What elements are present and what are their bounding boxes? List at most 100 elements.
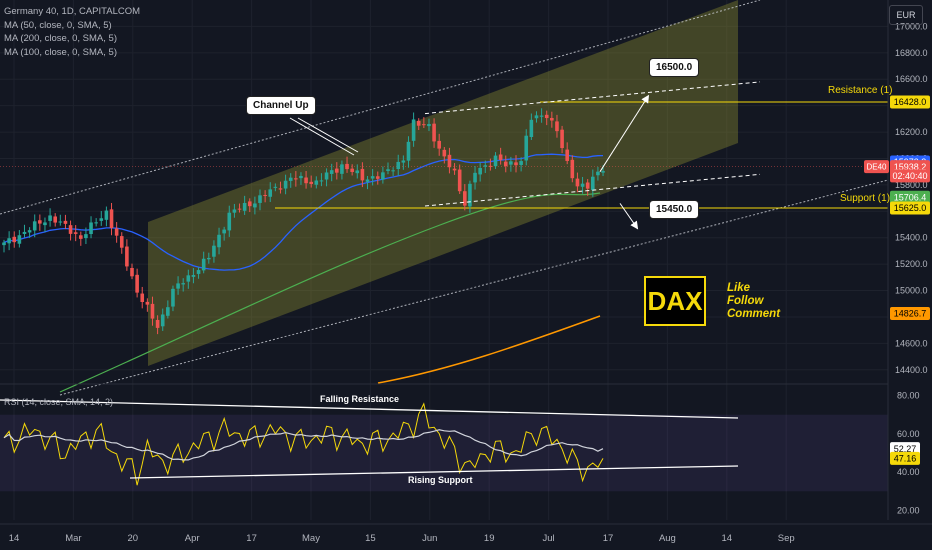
candle [109, 202, 114, 236]
candle-body [473, 172, 477, 183]
currency-button[interactable]: EUR [889, 5, 923, 25]
rsi-tick-label: 80.00 [897, 391, 920, 401]
candle-body [299, 175, 303, 179]
channel-upper-boundary [0, 0, 761, 215]
grid [0, 0, 888, 520]
candle-body [370, 176, 375, 179]
candle-body [560, 129, 564, 149]
cta-comment: Comment [727, 308, 781, 320]
candle-body [463, 191, 467, 206]
candle-body [222, 229, 226, 234]
candle [401, 155, 406, 170]
candle [539, 108, 544, 123]
candle [381, 166, 385, 184]
candle [217, 227, 221, 255]
candle [575, 172, 580, 193]
candle [309, 175, 313, 188]
target-down-callout: 15450.0 [649, 200, 700, 219]
candle [63, 214, 68, 230]
candle-body [524, 135, 529, 161]
symbol-title[interactable]: Germany 40, 1D, CAPITALCOM [4, 6, 141, 17]
time-tick-label: Aug [659, 533, 676, 544]
price-tag-label: 15625.0 [894, 203, 927, 213]
candle [565, 142, 569, 165]
candle-body [329, 170, 334, 174]
candle [222, 226, 226, 241]
support-label: Support (1) [840, 193, 891, 204]
time-tick-label: 15 [365, 533, 376, 544]
candle [125, 239, 129, 271]
candle-body [350, 168, 354, 172]
candle [232, 203, 237, 218]
price-tag [890, 95, 930, 109]
candle-body [386, 169, 390, 171]
candle-body [212, 245, 216, 257]
candle-body [335, 168, 339, 173]
time-tick-label: 14 [9, 533, 20, 544]
candle-body [268, 189, 273, 197]
candle-body [32, 221, 37, 231]
candle [181, 278, 185, 292]
candle-body [483, 165, 488, 167]
candle-body [544, 114, 549, 119]
candle [324, 168, 329, 187]
rising-support-label: Rising Support [408, 475, 473, 485]
rsi-ma-line [3, 429, 604, 461]
price-axis: 17000.016800.016600.016400.016200.016000… [864, 0, 932, 550]
candle-body [140, 293, 145, 303]
candle [411, 112, 416, 147]
channel-pointer [289, 117, 355, 156]
candle-body [191, 275, 196, 277]
candle-body [48, 215, 52, 221]
candle [432, 118, 436, 148]
candle-body [309, 181, 313, 184]
candle [483, 160, 488, 173]
candle [68, 220, 73, 241]
candle [32, 214, 37, 238]
candle [503, 155, 508, 173]
candle [585, 179, 590, 196]
rsi-tick-label: 20.00 [897, 505, 920, 515]
candle [452, 163, 457, 175]
ma50-legend[interactable]: MA (50, close, 0, SMA, 5) [4, 19, 112, 31]
candle-body [529, 119, 534, 138]
candle-body [278, 188, 283, 190]
candle-body [596, 171, 600, 176]
rsi-pane [0, 383, 888, 492]
candle-body [109, 209, 114, 229]
target-up-callout: 16500.0 [649, 58, 700, 77]
candle [283, 174, 288, 195]
candle [365, 175, 370, 190]
candle-body [119, 236, 124, 248]
chart-legend: Germany 40, 1D, CAPITALCOM MA (50, close… [4, 5, 140, 59]
channel-pointer [297, 117, 359, 153]
candles [2, 108, 605, 335]
candle-body [493, 155, 498, 167]
candle-body [375, 176, 380, 179]
ma100-legend[interactable]: MA (100, close, 0, SMA, 5) [4, 46, 117, 58]
candle [119, 232, 124, 254]
ma200-legend[interactable]: MA (200, close, 0, SMA, 5) [4, 33, 117, 44]
price-tick-label: 15800.0 [895, 180, 928, 190]
candle [370, 168, 375, 186]
candle [422, 117, 426, 129]
candle [416, 118, 421, 130]
candle [524, 129, 529, 166]
candle [519, 157, 523, 172]
candle-body [38, 220, 42, 224]
rsi-legend[interactable]: RSI (14, close, SMA, 14, 2) [4, 397, 114, 407]
time-tick-label: 17 [246, 533, 257, 544]
candle-body [550, 117, 554, 121]
candle-body [283, 180, 288, 189]
candle-body [99, 218, 104, 221]
candle [350, 164, 354, 176]
candle [196, 267, 201, 279]
price-tick-label: 15000.0 [895, 286, 928, 296]
candle-body [345, 163, 349, 170]
price-tag-label: 16428.0 [894, 97, 927, 107]
candle [437, 133, 441, 156]
falling-resistance-line [0, 399, 739, 419]
candle-body [217, 234, 221, 248]
candle [58, 214, 63, 226]
